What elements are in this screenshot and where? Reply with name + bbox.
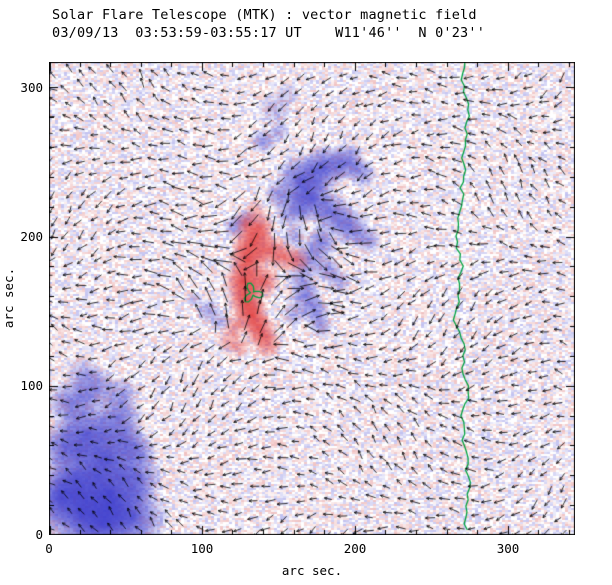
y-tick-label-0: 0 <box>35 527 43 542</box>
title-block: Solar Flare Telescope (MTK) : vector mag… <box>52 6 485 42</box>
y-tick-label-200: 200 <box>20 229 43 244</box>
y-axis-label: arc sec. <box>1 267 16 329</box>
plot-subtitle: 03/09/13 03:53:59-03:55:17 UT W11'46'' N… <box>52 25 486 41</box>
y-tick-label-100: 100 <box>20 378 43 393</box>
x-tick-label-300: 300 <box>496 541 520 556</box>
plot-title: Solar Flare Telescope (MTK) : vector mag… <box>52 7 477 23</box>
plot-area: 0 100 200 300 0 100 200 300 arc sec. arc… <box>1 62 575 578</box>
x-tick-label-200: 200 <box>343 541 367 556</box>
x-axis-label: arc sec. <box>281 563 343 578</box>
y-tick-label-300: 300 <box>20 80 43 95</box>
x-tick-label-100: 100 <box>190 541 214 556</box>
x-tick-label-0: 0 <box>45 541 53 556</box>
magnetogram-canvas <box>49 62 575 535</box>
